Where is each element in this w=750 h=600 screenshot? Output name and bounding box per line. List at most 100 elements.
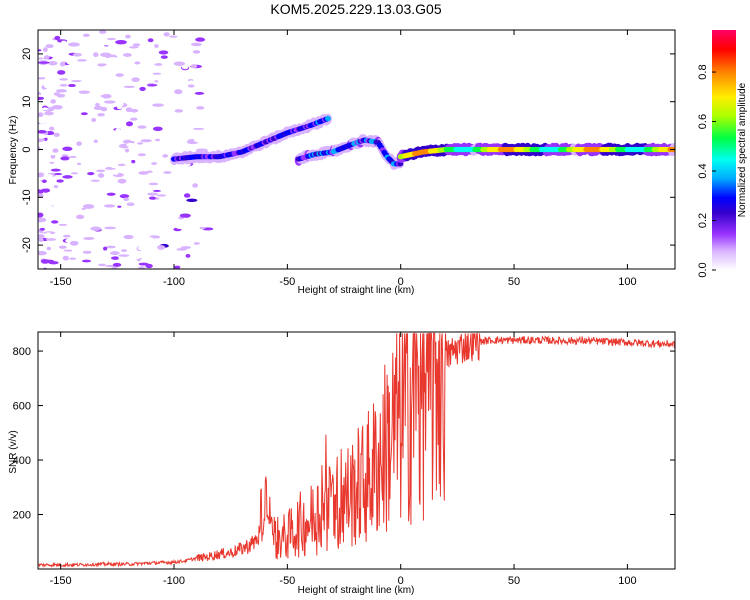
spectrogram-noise-cell bbox=[126, 142, 135, 147]
spectrogram-noise-cell bbox=[53, 235, 60, 239]
spectrogram-x-tick-label: 50 bbox=[508, 276, 520, 288]
colorbar: 0.0 0.2 0.4 0.6 0.8 Normalized spectral ampl… bbox=[697, 30, 748, 278]
spectrogram-noise-cell bbox=[50, 99, 56, 104]
spectrogram-noise-cell bbox=[38, 57, 43, 60]
snr-y-tick-label: 400 bbox=[13, 455, 31, 467]
spectrogram-noise-cell bbox=[116, 118, 126, 122]
spectrogram-noise-cell bbox=[124, 207, 131, 213]
spectrogram-noise-cell bbox=[123, 53, 132, 57]
spectrogram-noise-cell bbox=[82, 33, 90, 38]
spectrogram-noise-cell bbox=[169, 49, 178, 53]
spectrogram-noise-cell bbox=[96, 169, 106, 173]
spectrogram-y-tick-label: 20 bbox=[21, 48, 33, 60]
spectrogram-noise-cell bbox=[38, 77, 44, 80]
spectrogram-noise-cell bbox=[188, 230, 196, 233]
spectrogram-noise-cell bbox=[67, 221, 79, 227]
spectrogram-noise-cell bbox=[163, 32, 170, 37]
spectrogram-noise-cell bbox=[154, 138, 161, 142]
spectrogram-noise-cell bbox=[121, 249, 128, 252]
spectrogram-noise-cell bbox=[38, 193, 44, 198]
spectrogram-noise-cell bbox=[48, 126, 55, 131]
spectrogram-noise-cell bbox=[82, 175, 88, 180]
spectrogram-noise-cell bbox=[192, 127, 205, 130]
spectrogram-noise-cell bbox=[105, 134, 118, 139]
spectrogram-noise-cell bbox=[162, 154, 169, 158]
spectrogram-noise-cell bbox=[137, 125, 147, 129]
spectrogram-noise-cell bbox=[38, 222, 45, 227]
spectrogram-x-tick-label: 0 bbox=[398, 276, 404, 288]
spectrogram-noise-cell bbox=[98, 30, 107, 34]
spectrogram-noise-cell bbox=[176, 52, 184, 56]
spectrogram-noise-cell bbox=[62, 175, 73, 179]
spectrogram-noise-cell bbox=[112, 262, 122, 267]
spectrogram-noise-cell bbox=[72, 52, 82, 57]
spectrogram-noise-cell bbox=[109, 154, 121, 158]
spectrogram-x-tick-label: -50 bbox=[279, 276, 295, 288]
spectrogram-noise-cell bbox=[59, 84, 68, 87]
spectrogram-noise-cell bbox=[154, 63, 163, 66]
spectrogram-noise-cell bbox=[185, 253, 191, 258]
spectrogram-noise-cell bbox=[126, 202, 135, 207]
spectrogram-noise-cell bbox=[161, 71, 167, 74]
spectrogram-noise-cell bbox=[57, 210, 70, 213]
spectrogram-noise-cell bbox=[38, 79, 44, 82]
spectrogram-noise-cell bbox=[106, 192, 116, 196]
spectrogram-noise-cell bbox=[180, 188, 187, 193]
spectrogram-noise-cell bbox=[83, 236, 95, 240]
spectrogram-noise-cell bbox=[38, 149, 46, 154]
spectrogram-noise-cell bbox=[190, 42, 202, 47]
spectrogram-noise-cell bbox=[194, 91, 205, 95]
snr-x-tick-label: 50 bbox=[508, 575, 520, 587]
spectrogram-noise-cell bbox=[115, 30, 127, 35]
spectrogram-noise-cell bbox=[116, 104, 123, 110]
spectrogram-y-tick-label: -10 bbox=[21, 189, 33, 205]
spectrogram-noise-cell bbox=[156, 194, 167, 197]
spectrogram-noise-cell bbox=[38, 49, 42, 52]
spectrogram-noise-cell bbox=[183, 193, 191, 198]
spectrogram-ridge-cell bbox=[324, 115, 331, 122]
spectrogram-noise-cell bbox=[128, 46, 139, 49]
spectrogram-noise-cell bbox=[134, 254, 142, 259]
spectrogram-noise-cell bbox=[76, 149, 82, 154]
spectrogram-noise-cell bbox=[62, 265, 73, 269]
spectrogram-noise-cell bbox=[71, 61, 83, 67]
spectrogram-noise-cell bbox=[59, 61, 66, 67]
spectrogram-noise-cell bbox=[49, 161, 55, 164]
spectrogram-noise-cell bbox=[175, 113, 182, 117]
snr-frame bbox=[37, 331, 676, 570]
spectrogram-noise-cell bbox=[41, 179, 47, 184]
spectrogram-noise-cell bbox=[184, 113, 193, 117]
spectrogram-noise-cell bbox=[163, 92, 171, 96]
spectrogram-noise-cell bbox=[53, 185, 59, 189]
spectrogram-noise-cell bbox=[185, 187, 195, 192]
spectrogram-noise-cell bbox=[123, 174, 133, 177]
spectrogram-noise-cell bbox=[82, 250, 92, 254]
spectrogram-noise-cell bbox=[145, 260, 154, 264]
spectrogram-noise-cell bbox=[182, 182, 192, 186]
spectrogram-noise-cell bbox=[157, 41, 166, 46]
spectrogram-noise-cell bbox=[43, 111, 55, 116]
spectrogram-noise-cell bbox=[38, 80, 42, 84]
spectrogram-noise-cell bbox=[87, 217, 92, 220]
snr-x-tick-label: -150 bbox=[50, 575, 72, 587]
spectrogram-noise-cell bbox=[175, 225, 188, 230]
spectrogram-noise-cell bbox=[109, 251, 120, 256]
spectrogram-noise-cell bbox=[139, 86, 146, 91]
colorbar-label: Normalized spectral amplitude bbox=[737, 82, 748, 217]
spectrogram-noise-cell bbox=[56, 93, 66, 98]
spectrogram-noise-cell bbox=[100, 94, 110, 98]
spectrogram-noise-cell bbox=[143, 65, 154, 70]
spectrogram-noise-cell bbox=[140, 139, 153, 143]
spectrogram-noise-cell bbox=[163, 171, 172, 174]
spectrogram-x-ticks: -150 -100 -50 0 50 100 bbox=[50, 30, 637, 288]
spectrogram-noise-cell bbox=[62, 121, 72, 125]
spectrogram-noise-cell bbox=[120, 62, 129, 67]
spectrogram-noise-cell bbox=[169, 65, 180, 69]
spectrogram-noise-cell bbox=[148, 182, 159, 186]
spectrogram-noise-cell bbox=[167, 233, 176, 237]
spectrogram-noise-cell bbox=[68, 42, 80, 47]
spectrogram-noise-cell bbox=[187, 221, 198, 226]
snr-x-tick-label: -50 bbox=[279, 575, 295, 587]
spectrogram-noise-cell bbox=[126, 78, 132, 82]
